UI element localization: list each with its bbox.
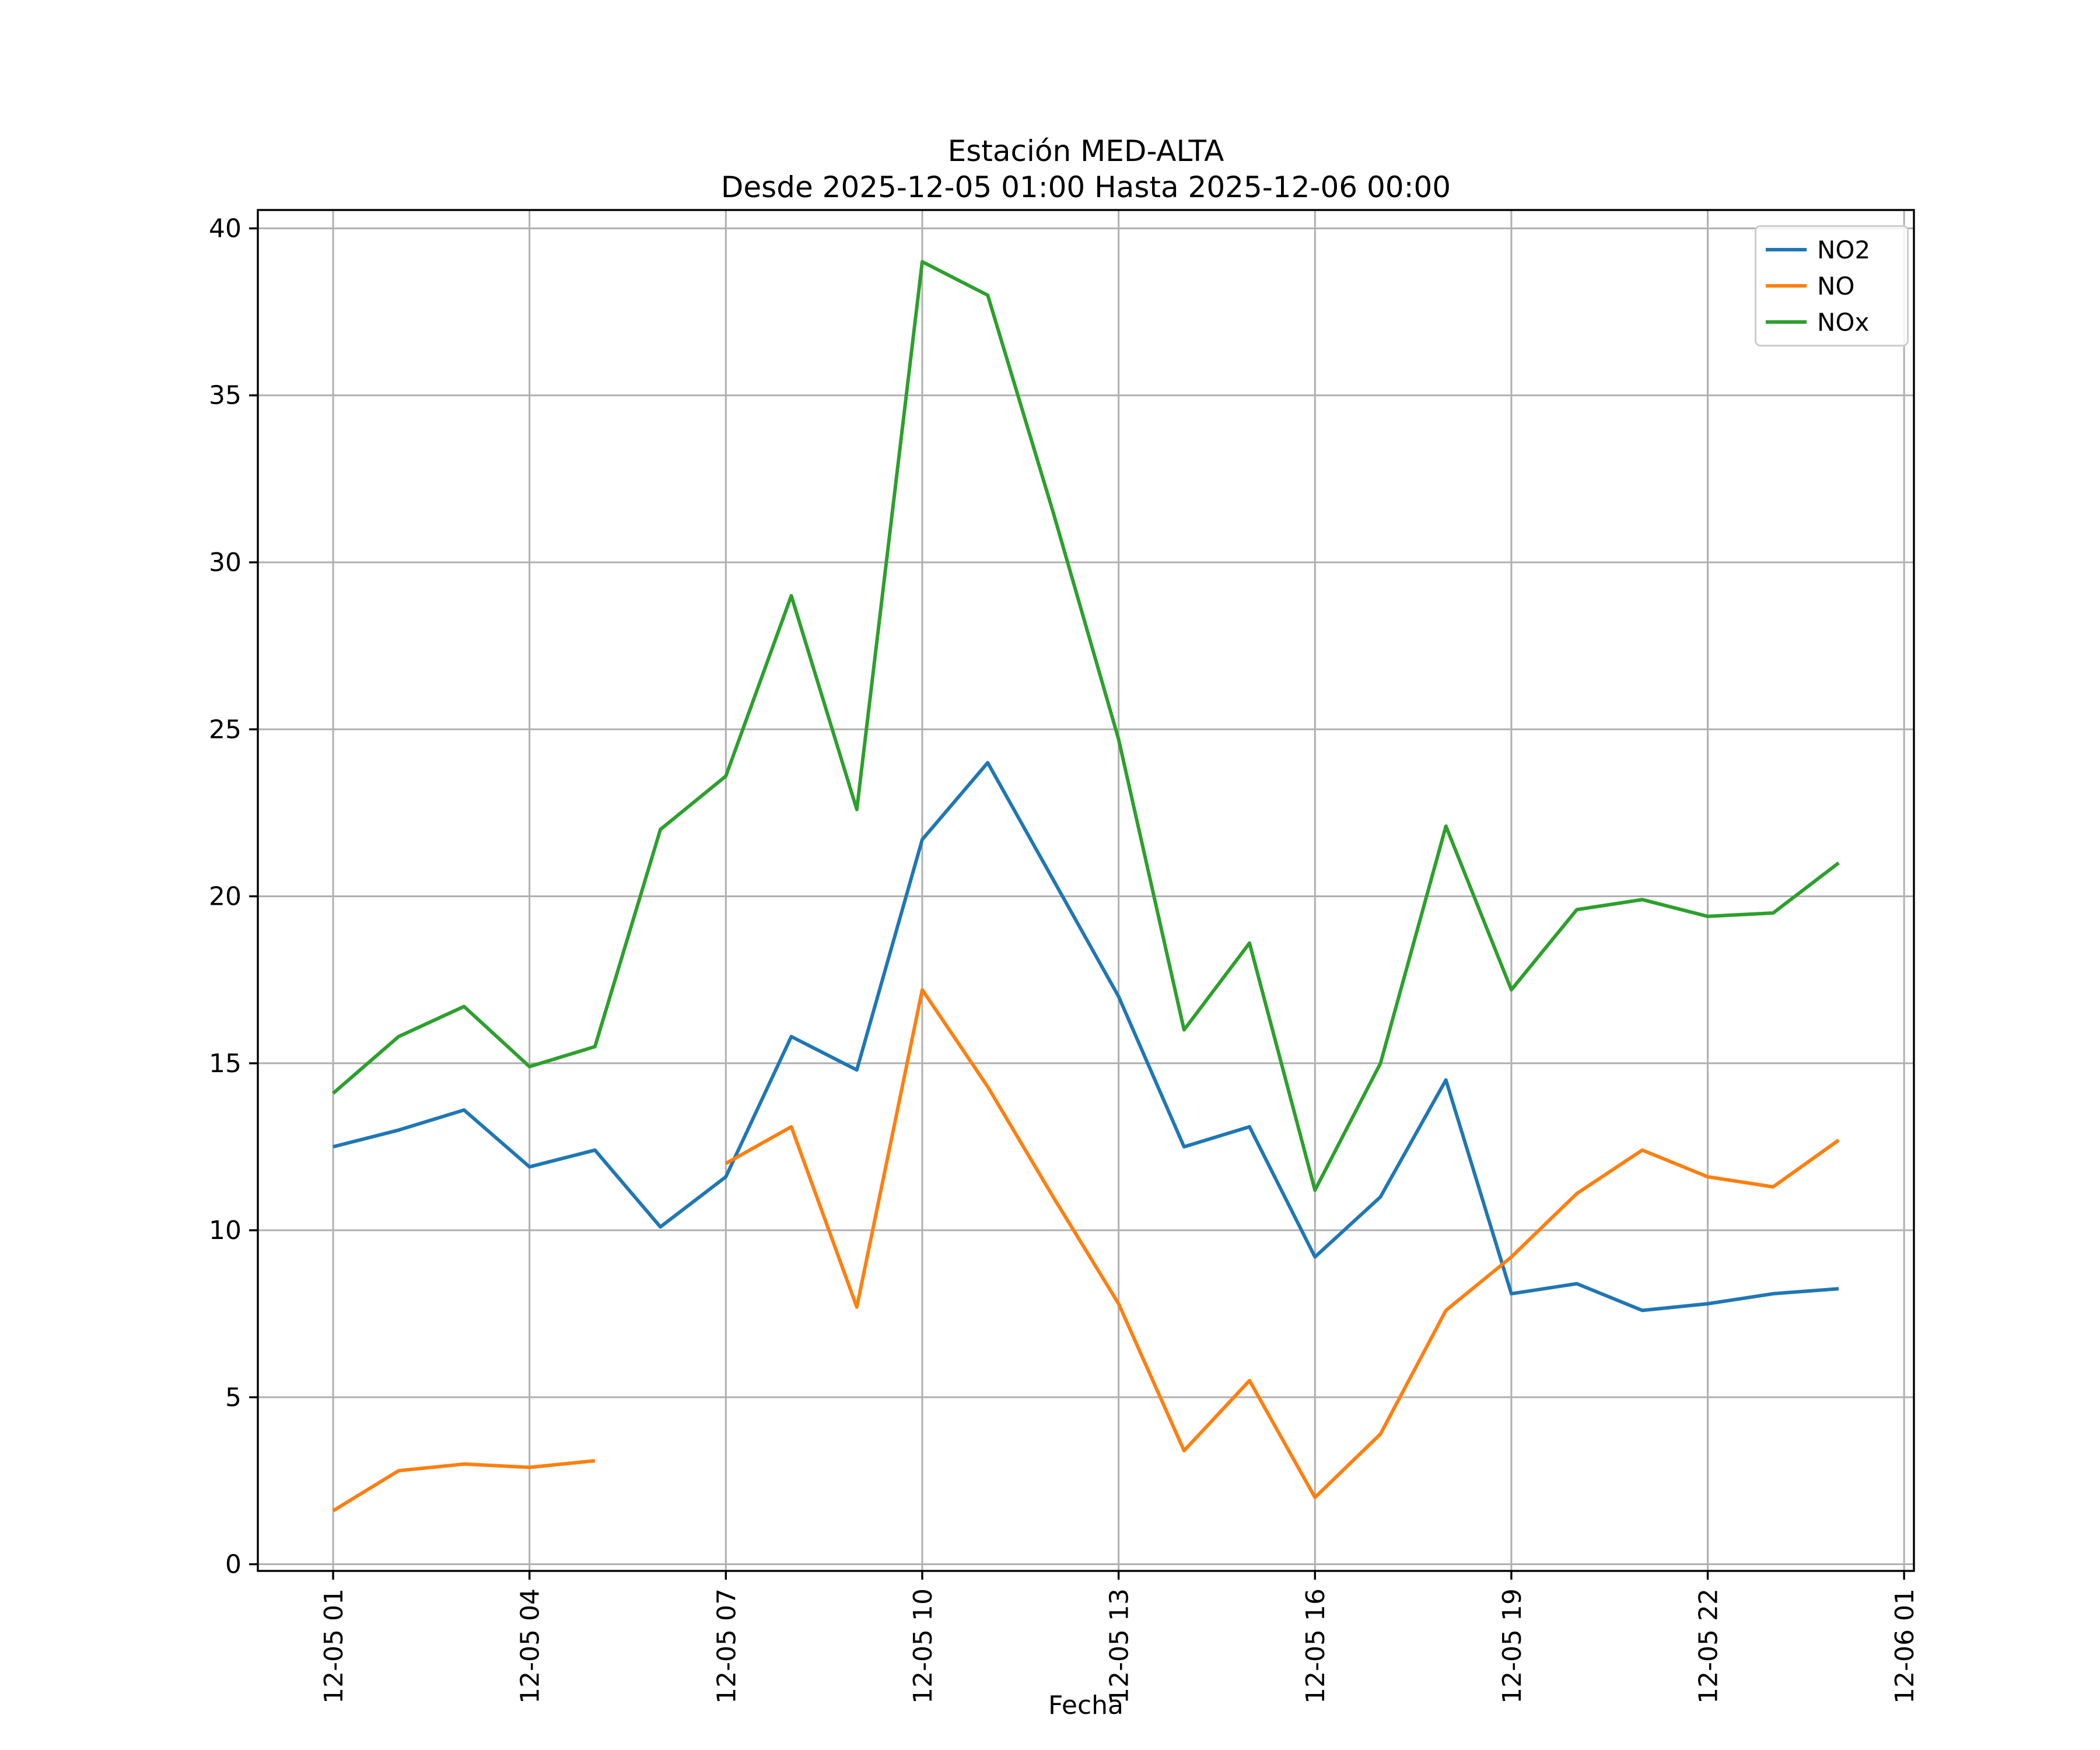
y-tick-label: 0 xyxy=(225,1550,242,1580)
legend-label-no: NO xyxy=(1817,271,1855,300)
y-tick-label: 5 xyxy=(225,1382,242,1412)
y-tick-label: 40 xyxy=(209,214,242,243)
x-tick-label: 12-05 10 xyxy=(908,1588,938,1704)
series-line-no xyxy=(332,988,1840,1513)
legend-line-sample-no xyxy=(1766,284,1807,288)
axes-spines xyxy=(257,209,1915,1572)
series-line-nox xyxy=(332,260,1840,1192)
legend-item-no: NO xyxy=(1766,268,1898,304)
series-line-no2 xyxy=(332,761,1839,1312)
x-tick-label: 12-05 01 xyxy=(319,1588,349,1704)
x-tick-label: 12-05 13 xyxy=(1105,1588,1135,1704)
y-tick-label: 15 xyxy=(209,1049,242,1079)
x-tick-label: 12-05 07 xyxy=(712,1588,741,1704)
legend-item-no2: NO2 xyxy=(1766,232,1898,268)
x-tick-label: 12-06 01 xyxy=(1890,1588,1920,1704)
legend-item-nox: NOx xyxy=(1766,304,1898,340)
y-tick-label: 35 xyxy=(209,381,242,411)
y-tick-label: 10 xyxy=(209,1216,242,1245)
y-tick-label: 25 xyxy=(209,715,242,744)
x-tick-label: 12-05 19 xyxy=(1497,1588,1527,1704)
legend-line-sample-no2 xyxy=(1766,248,1807,251)
chart-subtitle: Desde 2025-12-05 01:00 Hasta 2025-12-06 … xyxy=(720,170,1451,204)
legend-label-no2: NO2 xyxy=(1817,235,1871,264)
legend-line-sample-nox xyxy=(1766,320,1807,324)
chart-title: Estación MED-ALTA xyxy=(947,134,1224,168)
x-tick-label: 12-05 22 xyxy=(1694,1588,1724,1704)
x-tick-label: 12-05 16 xyxy=(1301,1588,1331,1704)
x-axis-label: Fecha xyxy=(1048,1690,1124,1720)
chart-title-block: Estación MED-ALTA Desde 2025-12-05 01:00… xyxy=(258,133,1914,205)
legend: NO2 NO NOx xyxy=(1755,225,1909,346)
y-tick-label: 20 xyxy=(209,882,242,912)
x-tick-label: 12-05 04 xyxy=(516,1588,545,1704)
y-tick-label: 30 xyxy=(209,548,242,578)
legend-label-nox: NOx xyxy=(1817,307,1870,337)
